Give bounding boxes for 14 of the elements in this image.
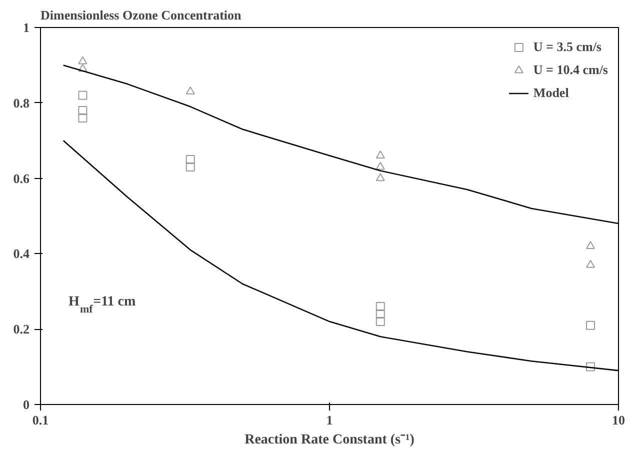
- legend-label: U = 3.5 cm/s: [533, 39, 602, 55]
- y-tick-label: 0.2: [13, 322, 30, 337]
- x-tick-label: 10: [612, 412, 625, 428]
- x-tick-label: 1: [326, 412, 333, 428]
- y-tick-label: 0.4: [13, 246, 30, 262]
- y-tick-label: 0.6: [13, 170, 30, 186]
- legend-label: U = 10.4 cm/s: [533, 62, 608, 78]
- y-tick-label: 1: [23, 20, 30, 35]
- y-tick-label: 0.8: [13, 95, 30, 110]
- y-tick-label: 0: [23, 397, 30, 412]
- legend-label: Model: [533, 85, 569, 101]
- x-axis-title: Reaction Rate Constant (s⁻¹): [244, 432, 415, 448]
- chart-title: Dimensionless Ozone Concentration: [40, 8, 242, 22]
- x-tick-label: 0.1: [32, 412, 49, 428]
